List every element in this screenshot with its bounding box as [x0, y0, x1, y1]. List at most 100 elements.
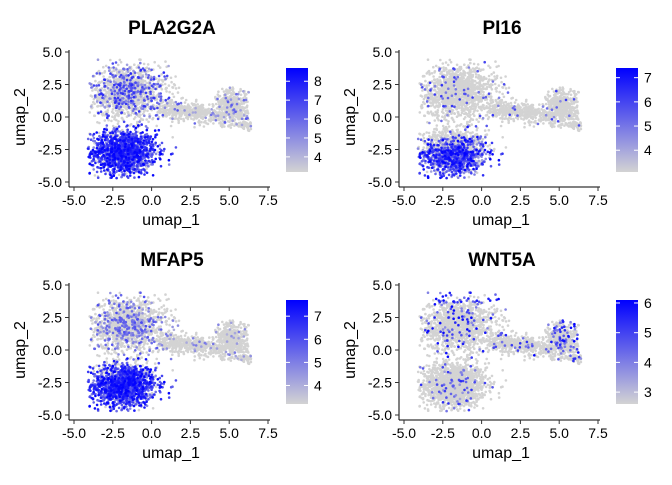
cell-point-expressed [188, 113, 191, 116]
cell-point-expressed [94, 94, 97, 97]
cell-point-expressed [168, 97, 171, 100]
cell-point [89, 111, 92, 114]
cell-point-expressed [134, 71, 137, 74]
cell-point-expressed [88, 172, 91, 175]
cell-point-expressed [87, 147, 90, 150]
cell-point-expressed [136, 161, 139, 164]
cell-point-expressed [110, 151, 113, 154]
cell-point-expressed [110, 165, 113, 168]
cell-point [164, 88, 167, 91]
cell-point-expressed [106, 157, 109, 160]
cell-point-expressed [117, 97, 120, 100]
cell-point [98, 132, 101, 135]
cell-point [188, 110, 191, 113]
cell-point-expressed [131, 138, 134, 141]
cell-point-expressed [131, 158, 134, 161]
cell-point [448, 125, 451, 128]
cell-point-expressed [107, 80, 110, 83]
cell-point-expressed [100, 163, 103, 166]
cell-point [225, 118, 228, 121]
cell-point [169, 110, 172, 113]
cell-point-expressed [109, 132, 112, 135]
cell-point [504, 75, 507, 78]
cell-point [197, 112, 200, 115]
cell-point [104, 101, 107, 104]
cell-point [227, 89, 230, 92]
cell-point [143, 63, 146, 66]
cell-point-expressed [225, 97, 228, 100]
cell-point [484, 129, 487, 132]
cell-point-expressed [168, 159, 171, 162]
cell-point-expressed [99, 160, 102, 163]
cell-point [156, 111, 159, 114]
legend-tick-label: 4 [314, 149, 322, 165]
cell-point-expressed [139, 62, 142, 65]
cell-point [470, 132, 473, 135]
cell-point-expressed [104, 95, 107, 98]
cell-point [182, 107, 185, 110]
cell-point-expressed [194, 122, 197, 125]
cell-point [151, 118, 154, 121]
cell-point [109, 84, 112, 87]
cell-point-expressed [132, 125, 135, 128]
cell-point [115, 113, 118, 116]
cell-point [508, 87, 511, 90]
cell-point-expressed [114, 101, 117, 104]
cell-point [123, 106, 126, 109]
cell-point [223, 113, 226, 116]
cell-point-expressed [118, 89, 121, 92]
cell-point-expressed [134, 81, 137, 84]
cell-point [435, 65, 438, 68]
cell-point-expressed [99, 72, 102, 75]
cell-point-expressed [123, 76, 126, 79]
cell-point [102, 66, 105, 69]
cell-point [178, 117, 181, 120]
cell-point-expressed [242, 90, 245, 93]
cell-point-expressed [128, 136, 131, 139]
cell-point-expressed [107, 163, 110, 166]
cell-point-expressed [100, 167, 103, 170]
cell-point-expressed [171, 117, 174, 120]
cell-point [233, 97, 236, 100]
cell-point-expressed [96, 171, 99, 174]
cell-point-expressed [139, 143, 142, 146]
cell-point [94, 115, 97, 118]
cell-point [221, 88, 224, 91]
cell-point [133, 63, 136, 66]
cell-point-expressed [123, 121, 126, 124]
cell-point-expressed [151, 141, 154, 144]
cell-point [456, 129, 459, 132]
cell-point [422, 146, 425, 149]
cell-point [237, 118, 240, 121]
cell-point-expressed [104, 106, 107, 109]
cell-point-expressed [127, 153, 130, 156]
cell-point-expressed [114, 75, 117, 78]
cell-point [456, 68, 459, 71]
cell-point-expressed [235, 123, 238, 126]
cell-point [490, 73, 493, 76]
cell-point-expressed [109, 72, 112, 75]
cell-point-expressed [140, 135, 143, 138]
cell-point [160, 108, 163, 111]
cell-point-expressed [100, 92, 103, 95]
cell-point-expressed [128, 168, 131, 171]
cell-point [97, 82, 100, 85]
cell-point-expressed [139, 91, 142, 94]
cell-point-expressed [152, 174, 155, 177]
cell-point [482, 138, 485, 141]
cell-point-expressed [144, 136, 147, 139]
cell-point-expressed [93, 137, 96, 140]
cell-point [186, 116, 189, 119]
cell-point-expressed [194, 111, 197, 114]
cell-point-expressed [153, 78, 156, 81]
cell-point-expressed [117, 166, 120, 169]
cell-point-expressed [133, 96, 136, 99]
cell-point-expressed [130, 97, 133, 100]
cell-point-expressed [154, 149, 157, 152]
cell-point-expressed [109, 136, 112, 139]
cell-point-expressed [106, 168, 109, 171]
cell-point-expressed [241, 124, 244, 127]
cell-point-expressed [147, 74, 150, 77]
cell-point-expressed [131, 77, 134, 80]
